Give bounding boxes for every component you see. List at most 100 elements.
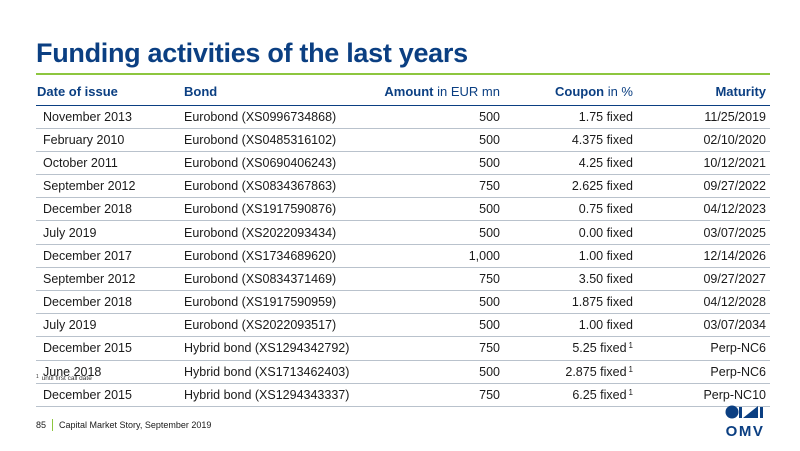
cell-coupon-text: 3.50 fixed bbox=[578, 271, 633, 286]
omv-logo-text: OMV bbox=[726, 423, 765, 440]
cell-bond-text: Eurobond (XS0485316102) bbox=[184, 132, 337, 147]
cell-date: October 2011 bbox=[36, 151, 184, 176]
cell-coupon-text: 1.875 fixed bbox=[571, 295, 633, 310]
cell-amount: 500 bbox=[370, 151, 500, 176]
cell-amount: 500 bbox=[370, 313, 500, 338]
cell-coupon-text: 1.00 fixed bbox=[578, 248, 633, 263]
header-coupon-unit: in % bbox=[607, 84, 633, 100]
cell-bond: Eurobond (XS2022093434) bbox=[184, 220, 370, 245]
cell-maturity: 04/12/2023 bbox=[633, 197, 770, 222]
cell-bond-text: Eurobond (XS2022093517) bbox=[184, 318, 337, 333]
cell-maturity-text: 03/07/2025 bbox=[703, 225, 766, 240]
cell-date-text: June 2018 bbox=[43, 364, 102, 379]
table-row: July 2019 Eurobond (XS2022093434) 500 0.00 … bbox=[36, 220, 770, 245]
cell-coupon-text: 4.375 fixed bbox=[571, 132, 633, 147]
footnote: 1 until first call date bbox=[36, 374, 92, 382]
table-row: December 2015 Hybrid bond (XS1294342792) 7… bbox=[36, 336, 770, 361]
cell-bond: Eurobond (XS0690406243) bbox=[184, 151, 370, 176]
cell-maturity: 11/25/2019 bbox=[633, 105, 770, 129]
header-coupon: Coupon in % bbox=[500, 79, 633, 106]
cell-amount-text: 750 bbox=[479, 387, 500, 402]
cell-amount: 500 bbox=[370, 197, 500, 222]
page-number: 85 bbox=[36, 420, 47, 430]
cell-coupon: 1.00 fixed bbox=[500, 313, 633, 338]
cell-bond: Eurobond (XS1917590959) bbox=[184, 290, 370, 315]
table-row: September 2012 Eurobond (XS0834371469) 750… bbox=[36, 267, 770, 292]
cell-bond-text: Eurobond (XS0996734868) bbox=[184, 109, 337, 124]
cell-date-text: July 2019 bbox=[43, 225, 97, 240]
cell-bond: Eurobond (XS2022093517) bbox=[184, 313, 370, 338]
cell-maturity: Perp-NC6 bbox=[633, 336, 770, 361]
cell-amount-text: 750 bbox=[479, 271, 500, 286]
cell-amount: 750 bbox=[370, 174, 500, 199]
cell-coupon-text: 0.00 fixed bbox=[578, 225, 633, 240]
cell-coupon: 3.50 fixed bbox=[500, 267, 633, 292]
cell-coupon: 0.75 fixed bbox=[500, 197, 633, 222]
cell-date-text: December 2017 bbox=[43, 248, 132, 263]
cell-bond-text: Eurobond (XS0834371469) bbox=[184, 271, 337, 286]
cell-date: July 2019 bbox=[36, 313, 184, 338]
cell-date-text: July 2019 bbox=[43, 318, 97, 333]
cell-coupon-text: 2.625 fixed bbox=[571, 179, 633, 194]
cell-coupon-text: 5.25 fixed bbox=[572, 341, 627, 356]
cell-amount-text: 500 bbox=[479, 109, 500, 124]
cell-coupon-text: 6.25 fixed bbox=[572, 387, 627, 402]
cell-amount-text: 750 bbox=[479, 179, 500, 194]
cell-maturity: 02/10/2020 bbox=[633, 128, 770, 152]
cell-maturity-text: 03/07/2034 bbox=[703, 318, 766, 333]
cell-date-text: December 2018 bbox=[43, 295, 132, 310]
cell-bond-text: Hybrid bond (XS1294343337) bbox=[184, 387, 350, 402]
cell-bond: Eurobond (XS0834371469) bbox=[184, 267, 370, 292]
cell-bond: Hybrid bond (XS1294343337) bbox=[184, 383, 370, 407]
cell-maturity-text: 12/14/2026 bbox=[703, 248, 766, 263]
cell-date-text: December 2018 bbox=[43, 202, 132, 217]
cell-maturity-text: 10/12/2021 bbox=[703, 155, 766, 170]
cell-maturity: 03/07/2025 bbox=[633, 220, 770, 245]
cell-date: June 2018 bbox=[36, 360, 184, 384]
cell-date: September 2012 bbox=[36, 267, 184, 292]
footnote-text: until first call date bbox=[41, 375, 92, 382]
cell-date-text: November 2013 bbox=[43, 109, 132, 124]
table-row: December 2018 Eurobond (XS1917590959) 500 1… bbox=[36, 290, 770, 315]
cell-date-text: December 2015 bbox=[43, 387, 132, 402]
footnote-reference: 1 bbox=[628, 364, 633, 374]
cell-amount: 750 bbox=[370, 336, 500, 361]
cell-date: December 2015 bbox=[36, 383, 184, 407]
title-divider bbox=[36, 73, 770, 75]
header-bond: Bond bbox=[184, 79, 370, 106]
cell-bond-text: Eurobond (XS1734689620) bbox=[184, 248, 337, 263]
cell-maturity-text: 09/27/2022 bbox=[703, 179, 766, 194]
cell-bond: Eurobond (XS1917590876) bbox=[184, 197, 370, 222]
cell-bond-text: Eurobond (XS0834367863) bbox=[184, 179, 337, 194]
cell-coupon: 2.875 fixed 1 bbox=[500, 360, 633, 384]
cell-amount: 750 bbox=[370, 383, 500, 407]
table-row: July 2019 Eurobond (XS2022093517) 500 1.00 … bbox=[36, 313, 770, 338]
cell-maturity-text: Perp-NC10 bbox=[703, 387, 766, 402]
cell-amount-text: 1,000 bbox=[468, 248, 500, 263]
omv-logo: OMV bbox=[725, 405, 765, 440]
cell-amount: 500 bbox=[370, 105, 500, 129]
page-title: Funding activities of the last years bbox=[36, 38, 468, 68]
cell-date-text: February 2010 bbox=[43, 132, 125, 147]
header-amount-label: Amount bbox=[384, 84, 434, 100]
footer: 85 Capital Market Story, September 2019 bbox=[36, 419, 211, 431]
cell-maturity: 04/12/2028 bbox=[633, 290, 770, 315]
cell-amount: 500 bbox=[370, 360, 500, 384]
cell-coupon: 1.75 fixed bbox=[500, 105, 633, 129]
cell-coupon: 4.375 fixed bbox=[500, 128, 633, 152]
cell-bond: Eurobond (XS1734689620) bbox=[184, 244, 370, 268]
header-date-of-issue: Date of issue bbox=[36, 79, 184, 106]
cell-bond-text: Eurobond (XS1917590959) bbox=[184, 295, 337, 310]
cell-date-text: September 2012 bbox=[43, 179, 136, 194]
cell-amount: 1,000 bbox=[370, 244, 500, 268]
cell-maturity-text: 04/12/2028 bbox=[703, 295, 766, 310]
cell-coupon-text: 0.75 fixed bbox=[578, 202, 633, 217]
cell-date-text: October 2011 bbox=[43, 155, 118, 170]
cell-coupon: 1.00 fixed bbox=[500, 244, 633, 268]
cell-amount: 500 bbox=[370, 128, 500, 152]
table-row: October 2011 Eurobond (XS0690406243) 500 4.… bbox=[36, 151, 770, 176]
footnote-reference: 1 bbox=[628, 387, 633, 397]
cell-bond-text: Eurobond (XS1917590876) bbox=[184, 202, 337, 217]
cell-amount-text: 500 bbox=[479, 225, 500, 240]
cell-bond-text: Eurobond (XS2022093434) bbox=[184, 225, 337, 240]
